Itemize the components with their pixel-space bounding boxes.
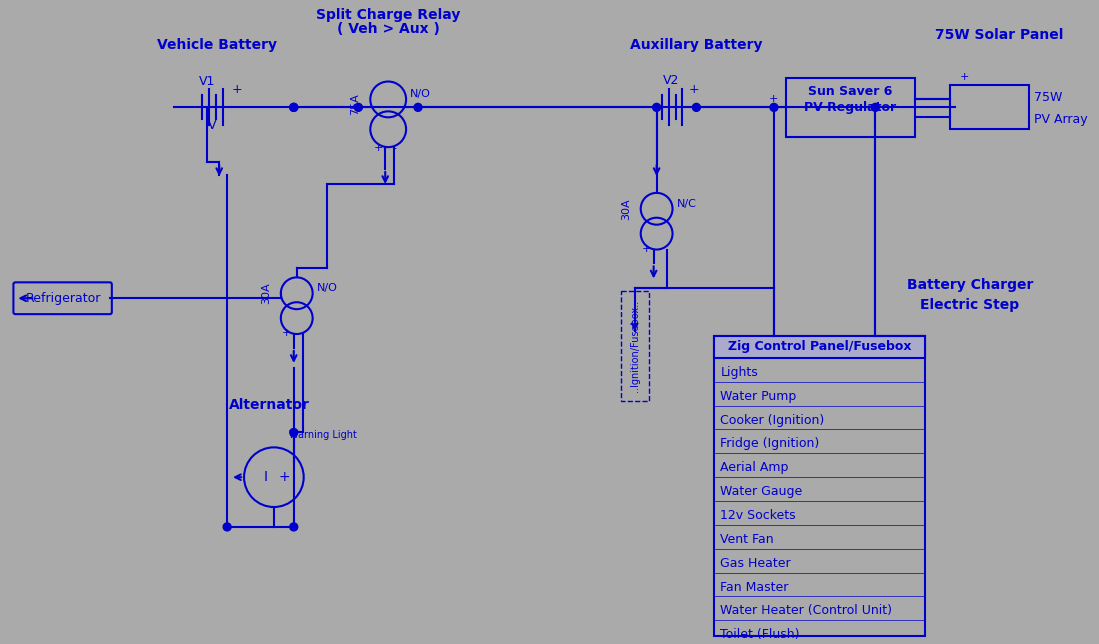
Circle shape — [770, 104, 778, 111]
Circle shape — [290, 104, 298, 111]
Bar — [950, 84, 1030, 129]
Text: Auxillary Battery: Auxillary Battery — [630, 38, 763, 52]
Text: Gas Heater: Gas Heater — [720, 556, 791, 570]
Text: N/C: N/C — [677, 199, 697, 209]
Text: ..Ignition/Fusebox..: ..Ignition/Fusebox.. — [630, 300, 640, 392]
Text: Cooker (Ignition): Cooker (Ignition) — [720, 413, 824, 426]
Text: +: + — [768, 95, 778, 104]
Text: V2: V2 — [664, 73, 679, 86]
Text: +: + — [374, 143, 382, 153]
Text: Aerial Amp: Aerial Amp — [720, 461, 789, 474]
Circle shape — [872, 104, 879, 111]
Text: Refrigerator: Refrigerator — [25, 292, 101, 305]
Text: Water Pump: Water Pump — [720, 390, 797, 402]
Text: Water Gauge: Water Gauge — [720, 485, 802, 498]
Text: PV Array: PV Array — [1034, 113, 1088, 126]
Text: 12v Sockets: 12v Sockets — [720, 509, 796, 522]
Text: -: - — [299, 328, 302, 338]
Text: Zig Control Panel/Fusebox: Zig Control Panel/Fusebox — [728, 341, 911, 354]
Circle shape — [653, 104, 660, 111]
Text: Vehicle Battery: Vehicle Battery — [157, 38, 277, 52]
Text: Battery Charger: Battery Charger — [907, 278, 1033, 292]
Text: PV Regulator: PV Regulator — [804, 101, 897, 115]
Text: -: - — [392, 143, 396, 153]
Text: V: V — [208, 119, 217, 132]
Text: ( Veh > Aux ): ( Veh > Aux ) — [336, 22, 440, 36]
Text: +: + — [642, 243, 652, 254]
Text: I: I — [264, 470, 268, 484]
Text: V1: V1 — [199, 75, 215, 88]
Text: Vent Fan: Vent Fan — [720, 533, 774, 546]
Text: -: - — [658, 243, 663, 254]
Text: Alternator: Alternator — [229, 397, 309, 412]
Circle shape — [223, 523, 231, 531]
Circle shape — [414, 104, 422, 111]
Text: +: + — [688, 84, 699, 97]
Bar — [714, 336, 925, 358]
Text: 30A: 30A — [621, 198, 631, 220]
Text: +: + — [278, 470, 290, 484]
Text: Fridge (Ignition): Fridge (Ignition) — [720, 437, 820, 450]
Circle shape — [290, 428, 298, 437]
Bar — [714, 336, 925, 636]
Bar — [621, 291, 648, 401]
Text: Fan Master: Fan Master — [720, 581, 789, 594]
Circle shape — [290, 104, 298, 111]
Text: Toilet (Flush): Toilet (Flush) — [720, 629, 800, 641]
Text: Lights: Lights — [720, 366, 758, 379]
Text: +: + — [282, 328, 291, 338]
Circle shape — [354, 104, 363, 111]
Text: 75A: 75A — [351, 93, 360, 115]
Text: N/O: N/O — [410, 90, 431, 99]
Text: +: + — [959, 71, 969, 82]
Circle shape — [290, 523, 298, 531]
Text: Electric Step: Electric Step — [920, 298, 1020, 312]
Text: Warning Light: Warning Light — [289, 430, 357, 440]
Text: 30A: 30A — [260, 283, 270, 304]
Bar — [786, 77, 915, 137]
Circle shape — [692, 104, 700, 111]
Text: Sun Saver 6: Sun Saver 6 — [808, 86, 892, 99]
Text: +: + — [231, 84, 242, 97]
Text: 75W Solar Panel: 75W Solar Panel — [935, 28, 1064, 42]
Text: 75W: 75W — [1034, 91, 1063, 104]
Text: N/O: N/O — [317, 283, 337, 293]
Text: Water Heater (Control Unit): Water Heater (Control Unit) — [720, 605, 892, 618]
Text: Split Charge Relay: Split Charge Relay — [317, 8, 460, 22]
